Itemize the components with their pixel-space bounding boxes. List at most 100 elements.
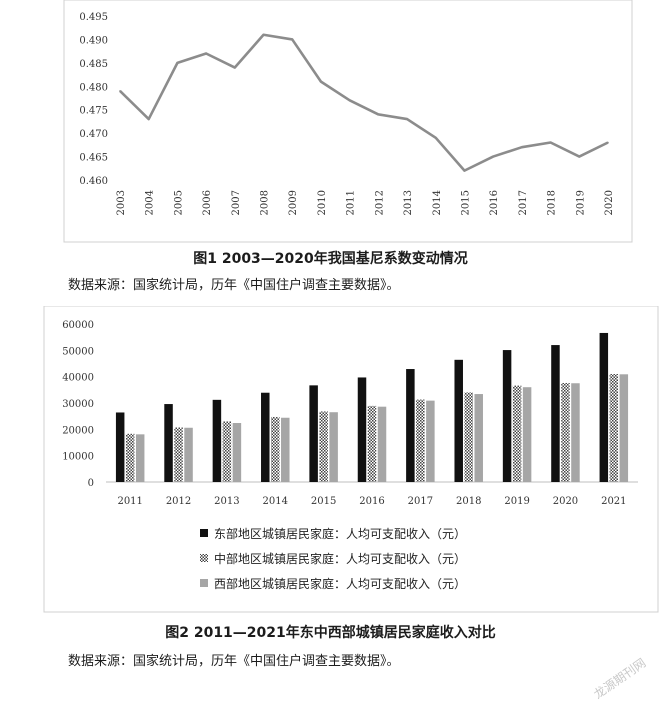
bar-east <box>309 385 318 482</box>
income-bar-chart: 0 10000 20000 30000 40000 50000 60000 2011 2012… <box>43 306 659 613</box>
bar-east <box>599 332 609 482</box>
bar-central <box>416 399 425 482</box>
data-point <box>492 155 494 158</box>
bar-east <box>115 412 125 482</box>
bar-west <box>329 412 338 482</box>
y-tick-label: 50000 <box>62 346 94 357</box>
bar-east <box>357 377 367 482</box>
data-point <box>119 90 121 92</box>
data-point <box>320 80 322 83</box>
legend-label: 中部地区城镇居民家庭：人均可支配收入（元） <box>214 551 466 566</box>
legend-label: 西部地区城镇居民家庭：人均可支配收入（元） <box>214 576 466 591</box>
chart2-x-axis: 2011 2012 2013 2014 2015 2016 2017 2018 2019 2020… <box>117 496 626 507</box>
bar-central <box>174 427 183 482</box>
bar-central <box>464 392 473 482</box>
bar-central <box>319 411 328 482</box>
bar-east <box>406 369 415 482</box>
watermark: 龙源期刊网 <box>591 655 649 702</box>
chart1-frame <box>63 0 633 243</box>
chart1-y-axis: 0.460 0.465 0.470 0.475 0.480 0.485 0.490 0.495 <box>79 12 108 187</box>
y-tick-label: 0.490 <box>79 35 108 46</box>
y-tick-label: 0.465 <box>79 153 108 164</box>
bar-west <box>474 394 483 482</box>
data-point <box>205 52 207 55</box>
x-tick-label: 2020 <box>604 190 615 215</box>
bar-central <box>222 421 232 482</box>
figure1-caption: 图1 2003—2020年我国基尼系数变动情况 <box>193 251 468 267</box>
bar-central <box>271 416 280 482</box>
y-tick-label: 0 <box>88 478 94 489</box>
bar-west <box>571 383 580 482</box>
x-tick-label: 2018 <box>547 190 558 215</box>
x-tick-label: 2003 <box>116 190 127 215</box>
bar-west <box>377 406 387 482</box>
legend-label: 东部地区城镇居民家庭：人均可支配收入（元） <box>214 526 466 541</box>
data-point <box>176 62 179 64</box>
x-tick-label: 2016 <box>489 190 500 215</box>
figure2-caption: 图2 2011—2021年东中西部城镇居民家庭收入对比 <box>165 625 496 641</box>
figure1-source: 数据来源：国家统计局，历年《中国住户调查主要数据》。 <box>68 278 400 293</box>
y-tick-label: 0.485 <box>79 59 108 70</box>
x-tick-label: 2014 <box>263 496 288 507</box>
data-point <box>521 146 523 148</box>
x-tick-label: 2013 <box>214 496 239 507</box>
bar-central <box>367 405 377 482</box>
y-tick-label: 0.495 <box>79 12 108 23</box>
series-line <box>119 33 609 172</box>
bar-east <box>502 350 512 482</box>
data-point <box>377 113 380 116</box>
x-tick-label: 2007 <box>231 190 242 215</box>
chart1-x-axis: 2003 2004 2005 2006 2007 2008 2009 2010 2011 2012… <box>116 190 615 215</box>
y-tick-label: 20000 <box>62 425 94 436</box>
x-tick-label: 2012 <box>166 496 191 507</box>
x-tick-label: 2013 <box>403 190 414 215</box>
bar-central <box>125 433 135 482</box>
y-tick-label: 0.475 <box>79 106 108 117</box>
bar-east <box>261 392 270 482</box>
y-tick-label: 60000 <box>62 320 94 331</box>
legend-swatch <box>200 579 208 587</box>
y-tick-label: 0.470 <box>79 129 108 140</box>
x-tick-label: 2006 <box>202 190 213 215</box>
bar-west <box>184 427 193 482</box>
y-tick-label: 0.460 <box>79 176 108 187</box>
x-tick-label: 2011 <box>117 496 142 507</box>
y-tick-label: 0.480 <box>79 82 108 93</box>
bar-west <box>619 374 629 482</box>
bar-central <box>609 374 619 482</box>
data-point <box>578 155 581 158</box>
bar-central <box>561 382 570 482</box>
y-tick-label: 10000 <box>62 452 94 463</box>
data-point <box>348 99 351 102</box>
x-tick-label: 2018 <box>456 496 481 507</box>
bar-west <box>135 434 145 482</box>
bar-east <box>164 404 173 482</box>
data-point <box>434 137 437 139</box>
bar-west <box>522 387 532 482</box>
x-tick-label: 2019 <box>504 496 529 507</box>
gini-line-chart: 0.460 0.465 0.470 0.475 0.480 0.485 0.490 0.495… <box>63 0 633 243</box>
data-point <box>463 169 466 172</box>
x-tick-label: 2014 <box>432 190 443 215</box>
chart1-series <box>119 33 609 172</box>
x-tick-label: 2020 <box>553 496 578 507</box>
chart2-frame <box>43 306 659 613</box>
data-point <box>234 66 236 69</box>
x-tick-label: 2016 <box>359 496 384 507</box>
chart2-legend: 东部地区城镇居民家庭：人均可支配收入（元） 中部地区城镇居民家庭：人均可支配收入（… <box>200 526 466 591</box>
data-point <box>549 141 552 144</box>
bar-west <box>426 400 435 482</box>
x-tick-label: 2004 <box>145 190 156 215</box>
x-tick-label: 2012 <box>374 190 385 215</box>
chart2-bars <box>115 332 629 482</box>
x-tick-label: 2005 <box>173 190 184 215</box>
bar-west <box>281 417 290 482</box>
legend-swatch <box>200 554 208 562</box>
data-point <box>607 141 609 144</box>
x-tick-label: 2019 <box>575 190 586 215</box>
bar-east <box>212 399 222 482</box>
y-tick-label: 40000 <box>62 373 94 384</box>
data-point <box>406 118 408 120</box>
legend-swatch <box>200 529 208 537</box>
bar-west <box>232 423 242 482</box>
